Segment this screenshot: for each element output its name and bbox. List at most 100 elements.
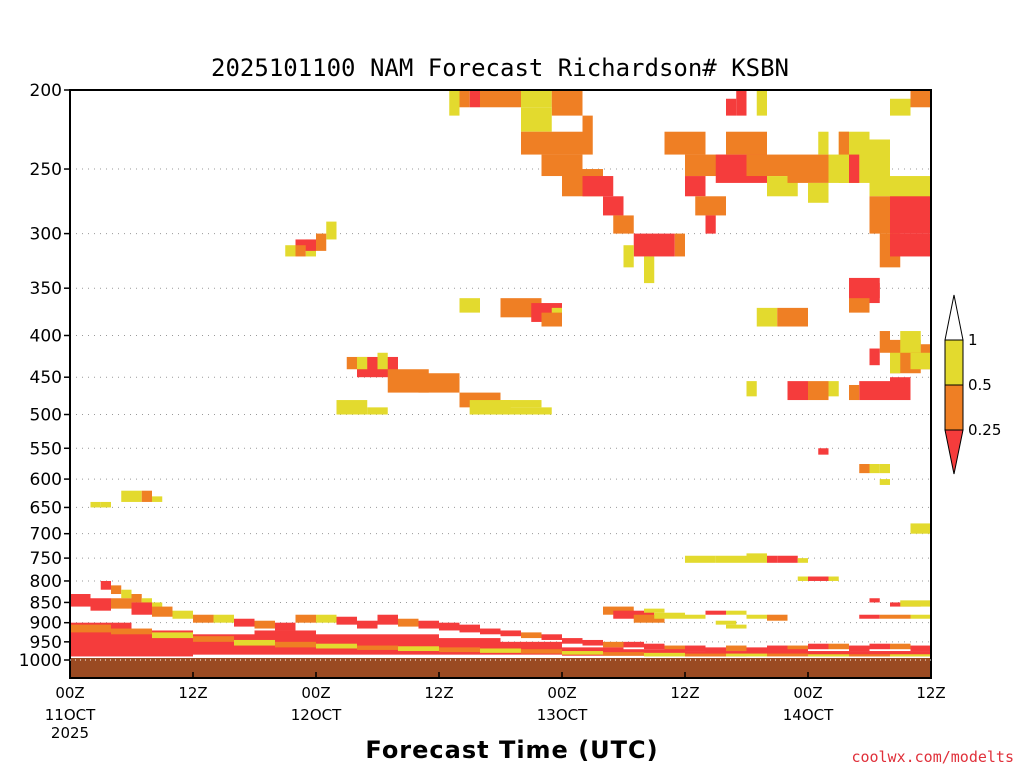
heatmap-cell-77 [859,381,890,401]
heatmap-cell-208 [890,654,931,657]
y-tick-label-700: 700 [30,525,62,545]
heatmap-cell-25 [726,98,737,116]
y-tick-label-400: 400 [30,326,62,346]
heatmap-cell-88 [859,464,870,474]
heatmap-cell-126 [100,580,111,590]
legend-label-1: 0.5 [968,376,992,394]
heatmap-cell-147 [377,614,398,625]
heatmap-cell-117 [767,614,788,621]
x-tick-date-2: 12OCT [291,706,342,724]
heatmap-cell-115 [726,610,747,615]
heatmap-cell-44 [890,98,911,116]
heatmap-cell-144 [316,614,337,623]
x-tick-label-0: 00Z [55,684,84,702]
heatmap-cell-129 [131,594,142,603]
heatmap-cell-166 [767,645,788,652]
heatmap-cell-105 [859,614,880,619]
heatmap-cell-41 [849,283,880,304]
heatmap-cell-152 [480,628,501,635]
heatmap-cell-11 [582,176,614,197]
heatmap-cell-37 [890,196,931,234]
heatmap-cell-2 [469,90,480,108]
heatmap-cell-7 [521,131,583,155]
heatmap-cell-68 [551,307,562,318]
heatmap-cell-206 [808,654,849,657]
heatmap-cell-28 [746,154,788,177]
legend-arrow-top [944,294,964,341]
heatmap-cell-111 [654,612,685,619]
heatmap-cell-140 [234,618,255,627]
heatmap-cell-194 [316,643,357,649]
heatmap-cell-75 [828,381,839,397]
y-tick-label-450: 450 [30,368,62,388]
heatmap-cell-196 [398,646,439,652]
x-tick-label-5: 12Z [670,684,699,702]
y-tick-label-900: 900 [30,614,62,634]
heatmap-cell-0 [449,90,460,116]
heatmap-cell-90 [879,464,890,474]
heatmap-cell-197 [439,647,480,653]
heatmap-cell-34 [869,139,890,197]
x-tick-date-6: 14OCT [783,706,834,724]
heatmap-cell-113 [685,614,706,619]
heatmap-cell-205 [767,653,808,657]
chart-title: 2025101100 NAM Forecast Richardson# KSBN [211,54,789,82]
heatmap-cell-45 [818,131,829,155]
heatmap-cell-63 [500,400,542,408]
heatmap-cell-99 [797,576,808,581]
heatmap-cell-53 [295,245,306,257]
heatmap-cell-86 [910,352,931,370]
heatmap-cell-46 [838,131,849,155]
heatmap-cell-69 [459,298,480,313]
y-tick-label-550: 550 [30,439,62,459]
heatmap-cell-89 [869,464,880,474]
heatmap-cell-73 [787,381,808,401]
color-legend: 1 0.5 0.25 [944,294,1001,475]
heatmap-cell-43 [910,90,931,108]
heatmap-cell-125 [100,501,111,508]
heatmap-cell-31 [808,182,829,203]
heatmap-cell-134 [111,598,132,609]
heatmap-cell-79 [890,377,911,401]
heatmap-cell-161 [664,645,685,652]
credit-text: coolwx.com/modelts [851,748,1014,766]
heatmap-cell-96 [767,555,778,563]
heatmap-cell-139 [213,614,234,623]
y-tick-label-950: 950 [30,633,62,653]
heatmap-cell-131 [152,602,163,611]
heatmap-cell-162 [685,645,706,652]
heatmap-cell-3 [480,90,521,108]
ground-surface [70,658,931,678]
heatmap-cell-21 [695,196,726,216]
x-tick-label-6: 00Z [793,684,822,702]
heatmap-cell-59 [418,373,460,393]
heatmap-cell-12 [603,196,624,216]
heatmap-cell-142 [275,622,296,631]
heatmap-cell-16 [644,256,655,284]
heatmap-cell-56 [357,356,368,370]
heatmap-cell-118 [715,620,737,625]
x-tick-date-0: 11OCT [45,706,96,724]
heatmap-cell-145 [336,616,357,625]
legend-band-05-1 [944,339,964,386]
heatmap-cell-26 [736,90,747,116]
heatmap-cell-204 [726,653,767,657]
y-tick-label-800: 800 [30,572,62,592]
heatmap-cell-109 [613,610,655,619]
heatmap-cell-199 [521,649,562,654]
heatmap-cell-133 [90,598,111,611]
heatmap-cell-120 [121,490,132,502]
heatmap-cell-27 [756,90,767,116]
heatmap-cell-20 [685,176,706,197]
y-tick-label-1000: 1000 [19,651,62,671]
heatmap-cell-81 [879,331,890,353]
heatmap-cell-55 [346,356,357,370]
y-tick-label-350: 350 [30,279,62,299]
heatmap-cell-91 [879,479,890,485]
heatmap-cell-179 [377,634,439,655]
heatmap-cell-78 [849,384,860,401]
heatmap-cell-138 [193,614,214,623]
heatmap-cell-164 [726,645,747,652]
y-tick-label-600: 600 [30,470,62,490]
heatmap-cell-48 [326,221,337,240]
